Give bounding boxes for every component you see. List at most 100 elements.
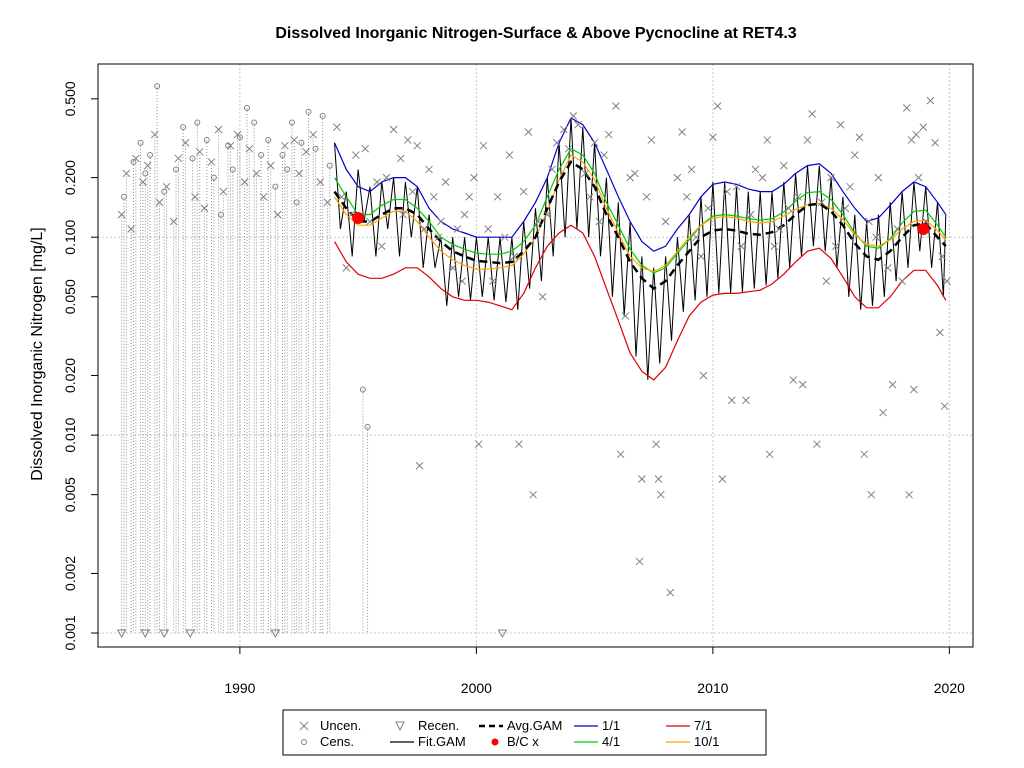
uncensored-point <box>316 178 325 186</box>
uncensored-point-stroke <box>704 204 712 213</box>
uncensored-point-stroke <box>273 210 282 219</box>
legend-label: 1/1 <box>602 718 620 733</box>
uncensored-point <box>697 252 705 261</box>
uncensored-point-stroke <box>912 130 921 139</box>
uncensored-point <box>569 112 578 120</box>
uncensored-point-stroke <box>479 141 488 150</box>
legend-label: Cens. <box>320 734 354 749</box>
uncensored-point-stroke <box>252 169 261 178</box>
uncensored-point <box>403 136 412 144</box>
uncensored-point <box>564 144 573 153</box>
uncensored-point-stroke <box>458 277 467 285</box>
uncensored-point-stroke <box>827 173 835 182</box>
censored-point <box>326 162 333 169</box>
uncensored-point <box>699 371 708 380</box>
y-tick-label: 0.100 <box>62 219 78 254</box>
recensored-point <box>159 629 170 639</box>
uncensored-point <box>342 263 351 272</box>
uncensored-point <box>515 440 523 449</box>
uncensored-point-stroke <box>938 252 947 261</box>
uncensored-point <box>366 217 374 226</box>
uncensored-point-stroke <box>905 490 914 499</box>
uncensored-point-stroke <box>489 277 497 285</box>
uncensored-point-stroke <box>770 242 779 251</box>
uncensored-point <box>437 217 445 226</box>
uncensored-point <box>855 133 864 142</box>
uncensored-point-stroke <box>337 192 346 201</box>
uncensored-point <box>723 187 731 196</box>
uncensored-point <box>448 263 457 272</box>
uncensored-point-stroke <box>813 440 821 449</box>
uncensored-point-stroke <box>519 187 528 196</box>
uncensored-point-stroke <box>382 173 391 182</box>
uncensored-point-stroke <box>290 136 299 144</box>
uncensored-point-stroke <box>936 328 944 337</box>
censored-point <box>137 139 144 146</box>
uncensored-point-stroke <box>874 173 883 182</box>
uncensored-point-stroke <box>543 210 552 219</box>
x-tick-label: 1990 <box>224 680 255 696</box>
legend-label: B/C x <box>507 734 539 749</box>
censored-point <box>279 152 286 159</box>
uncensored-point-stroke <box>817 198 826 207</box>
legend-symbol-cross <box>299 721 309 731</box>
uncensored-point-stroke <box>351 151 360 159</box>
uncensored-point <box>737 242 746 251</box>
uncensored-point <box>779 161 788 170</box>
uncensored-point-stroke <box>233 130 242 139</box>
uncensored-point-stroke <box>718 475 727 483</box>
uncensored-point <box>789 376 798 384</box>
uncensored-point-stroke <box>595 217 604 226</box>
uncensored-point <box>867 490 876 499</box>
uncensored-point-stroke <box>332 123 341 131</box>
y-tick-label: 0.005 <box>62 477 78 512</box>
uncensored-point-stroke <box>822 277 831 285</box>
uncensored-point <box>775 225 783 233</box>
uncensored-point-stroke <box>441 178 450 186</box>
legend-label: 10/1 <box>694 734 719 749</box>
y-tick-label: 0.500 <box>62 81 78 116</box>
uncensored-point-stroke <box>529 490 537 499</box>
uncensored-point-stroke <box>784 204 793 213</box>
legend-label: 4/1 <box>602 734 620 749</box>
uncensored-point <box>656 490 665 499</box>
uncensored-point <box>127 225 135 233</box>
uncensored-point <box>673 173 682 182</box>
uncensored-point <box>638 475 646 483</box>
censored-point <box>265 136 272 143</box>
y-tick-label: 0.020 <box>62 358 78 393</box>
uncensored-point <box>458 277 467 285</box>
uncensored-point <box>652 440 660 449</box>
uncensored-point-stroke <box>742 396 750 405</box>
uncensored-point <box>219 187 228 196</box>
uncensored-point-stroke <box>678 128 686 136</box>
uncensored-point-stroke <box>666 588 675 597</box>
uncensored-point-stroke <box>316 178 325 186</box>
y-tick-label: 0.010 <box>62 417 78 452</box>
uncensored-point-stroke <box>692 233 701 242</box>
uncensored-point-stroke <box>195 147 204 156</box>
uncensored-point-stroke <box>493 192 502 201</box>
recensored-point <box>270 629 281 639</box>
uncensored-point-stroke <box>373 178 381 186</box>
uncensored-point-stroke <box>836 120 845 129</box>
uncensored-point-stroke <box>865 217 873 226</box>
uncensored-point <box>181 138 190 147</box>
uncensored-point <box>474 440 483 449</box>
uncensored-point-stroke <box>682 192 691 201</box>
uncensored-point-stroke <box>884 263 892 272</box>
censored-point <box>210 174 217 181</box>
uncensored-point <box>377 242 386 251</box>
uncensored-point-stroke <box>408 187 417 196</box>
uncensored-point <box>836 120 845 129</box>
uncensored-point-stroke <box>798 380 807 389</box>
uncensored-point-stroke <box>846 182 854 191</box>
uncensored-point <box>207 158 216 166</box>
censored-point <box>293 199 300 206</box>
uncensored-point-stroke <box>919 123 928 131</box>
uncensored-point-stroke <box>635 557 644 566</box>
censored-point <box>272 183 279 190</box>
uncensored-point <box>898 277 906 285</box>
y-tick-label: 0.050 <box>62 279 78 314</box>
uncensored-point-stroke <box>534 217 542 226</box>
